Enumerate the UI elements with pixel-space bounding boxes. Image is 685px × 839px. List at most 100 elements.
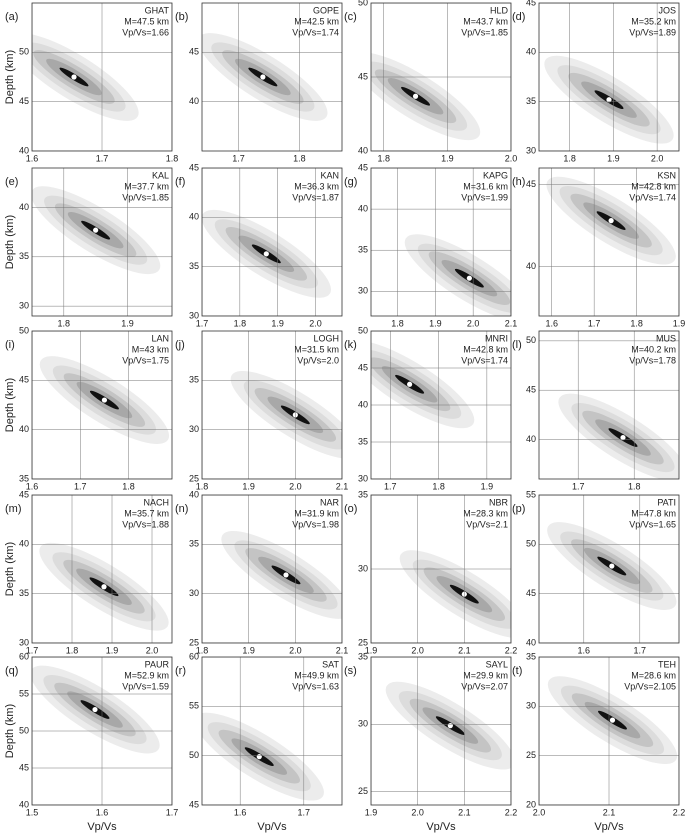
x-axis-label: Vp/Vs [257,821,287,833]
y-tick-label: 50 [358,0,368,7]
y-tick-label: 35 [189,375,199,385]
depth-label: M=42.5 km [294,16,339,26]
panel-label: (s) [344,665,357,677]
ratio-label: Vp/Vs=1.87 [292,192,339,202]
plot-area [32,3,172,151]
plot-area [202,331,342,479]
x-tick-label: 1.7 [384,481,397,491]
y-tick-label: 30 [189,424,199,434]
depth-label: M=47.8 km [631,508,676,518]
ratio-label: Vp/Vs=1.65 [629,519,676,529]
ratio-label: Vp/Vs=1.99 [461,192,508,202]
ratio-label: Vp/Vs=1.85 [461,27,508,37]
ratio-label: Vp/Vs=1.74 [292,27,339,37]
y-tick-label: 40 [526,261,536,271]
frame [31,656,173,806]
x-tick-label: 1.9 [481,481,494,491]
depth-label: M=31.9 km [294,508,339,518]
x-tick-label: 2.1 [458,807,471,817]
ratio-label: Vp/Vs=2.1 [466,519,508,529]
plot-area [371,168,511,316]
frame [31,2,173,152]
y-tick-label: 25 [526,750,536,760]
y-tick-label: 50 [19,47,29,57]
ratio-label: Vp/Vs=1.78 [629,355,676,365]
x-tick-label: 1.9 [365,645,378,655]
best-fit-point [71,74,77,80]
best-fit-point [283,572,289,578]
y-tick-label: 35 [358,436,368,446]
x-tick-label: 1.7 [96,153,109,163]
x-tick-label: 2.0 [289,645,302,655]
y-tick-label: 45 [189,162,199,172]
plot-area [371,657,511,805]
plot-area [202,168,342,316]
y-tick-label: 55 [526,489,536,499]
best-fit-point [606,97,612,103]
station-name: LAN [151,333,169,343]
x-tick-label: 2.0 [309,318,322,328]
y-tick-label: 45 [358,71,368,81]
station-name: NACH [143,497,169,507]
best-fit-point [620,434,626,441]
panel-label: (e) [5,176,18,188]
station-name: KAN [320,170,339,180]
panel-label: (o) [344,503,357,515]
x-tick-label: 1.9 [607,153,620,163]
station-name: KSN [657,170,676,180]
x-tick-label: 1.6 [578,645,591,655]
y-tick-label: 50 [19,325,29,335]
ratio-label: Vp/Vs=2.0 [297,355,339,365]
station-name: LOGH [313,333,339,343]
ratio-label: Vp/Vs=1.98 [292,519,339,529]
y-axis-label: Depth (km) [4,542,16,596]
plot-area [32,168,172,316]
y-tick-label: 35 [526,96,536,106]
y-tick-label: 45 [19,489,29,499]
x-tick-label: 1.8 [66,645,79,655]
plot-area [539,3,679,151]
x-tick-label: 1.8 [377,153,390,163]
frame [31,167,173,317]
depth-label: M=42.8 km [631,181,676,191]
x-tick-label: 1.9 [271,318,284,328]
x-tick-label: 2.1 [336,645,349,655]
x-tick-label: 1.6 [26,153,39,163]
depth-label: M=31.5 km [294,344,339,354]
depth-label: M=47.5 km [124,16,169,26]
station-name: PATI [657,497,676,507]
depth-label: M=29.9 km [463,670,508,680]
y-axis-label: Depth (km) [4,378,16,432]
plot-area [202,3,342,151]
x-tick-label: 2.2 [505,807,518,817]
y-tick-label: 50 [526,335,536,345]
x-tick-label: 1.8 [630,318,643,328]
x-tick-label: 1.7 [634,645,647,655]
x-tick-label: 1.8 [196,645,209,655]
y-tick-label: 25 [189,473,199,483]
station-name: NBR [489,497,509,507]
panel-label: (j) [175,339,185,351]
y-tick-label: 40 [189,96,199,106]
frame [370,2,512,152]
x-tick-label: 1.7 [26,645,39,655]
ratio-label: Vp/Vs=1.74 [461,355,508,365]
y-tick-label: 50 [358,325,368,335]
x-tick-label: 2.0 [146,645,159,655]
y-tick-label: 40 [526,637,536,647]
y-tick-label: 30 [358,286,368,296]
y-tick-label: 55 [189,701,199,711]
x-tick-label: 1.7 [166,807,179,817]
y-tick-label: 60 [189,651,199,661]
ratio-label: Vp/Vs=2.07 [461,681,508,691]
frame [201,167,343,317]
y-tick-label: 35 [358,489,368,499]
frame [201,656,343,806]
frame [538,2,680,152]
x-tick-label: 2.1 [505,318,518,328]
x-tick-label: 1.9 [242,645,255,655]
